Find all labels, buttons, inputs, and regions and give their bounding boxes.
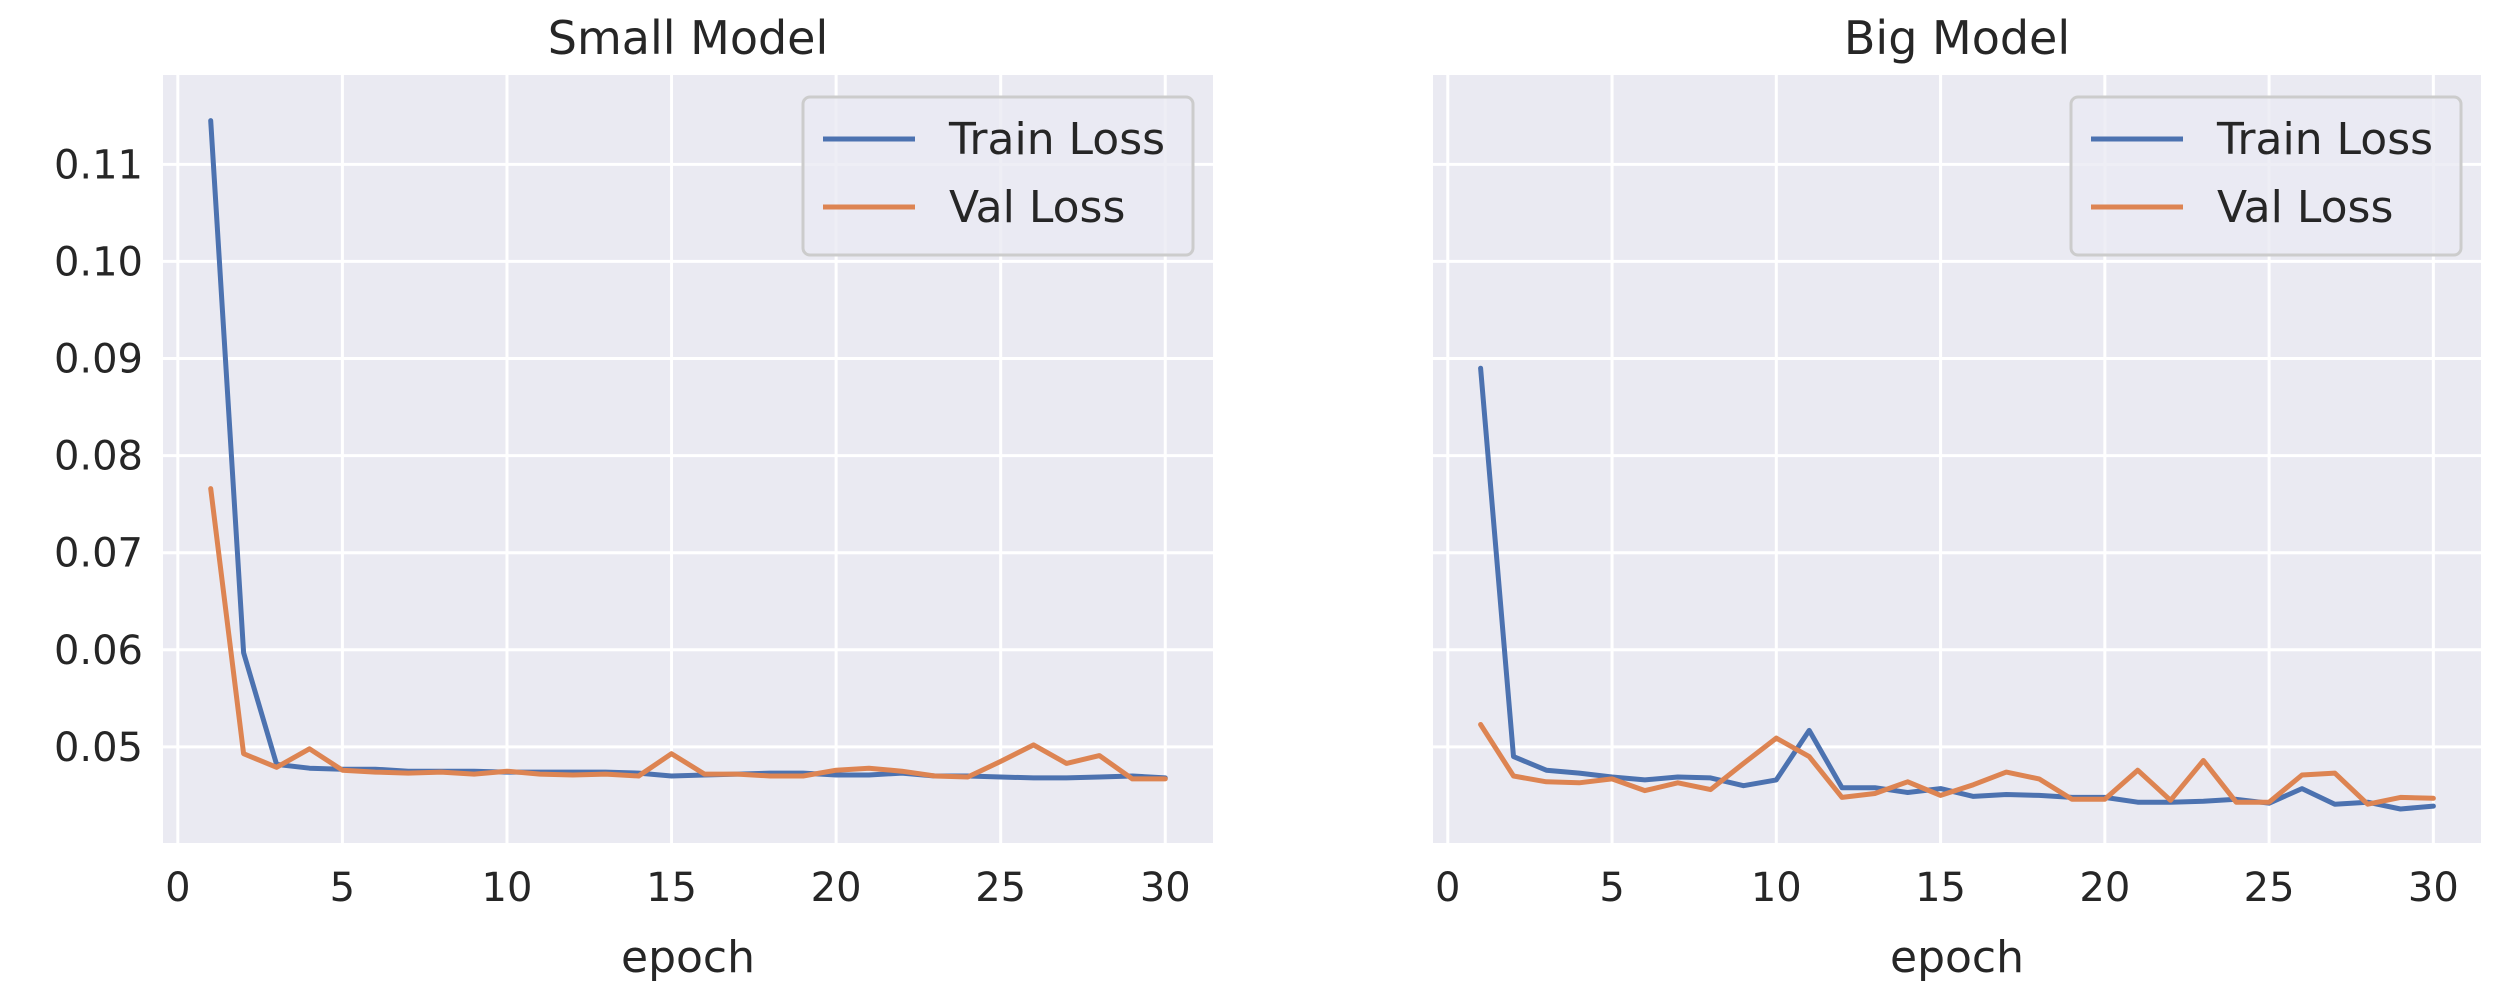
big-model-legend-train-loss-label: Train Loss bbox=[2216, 114, 2433, 165]
big-model-x-tick-label: 0 bbox=[1435, 865, 1460, 911]
big-model-legend-val-loss-label: Val Loss bbox=[2217, 182, 2393, 233]
big-model-val-loss-line bbox=[1478, 722, 2436, 807]
big-model-title: Big Model bbox=[1844, 11, 2070, 65]
small-model-y-tick-label: 0.05 bbox=[54, 725, 143, 771]
small-model-y-tick-label: 0.07 bbox=[54, 531, 143, 577]
small-model-x-tick-label: 0 bbox=[165, 865, 190, 911]
small-model-x-tick-label: 30 bbox=[1140, 865, 1191, 911]
small-model-legend-train-loss-label: Train Loss bbox=[948, 114, 1165, 165]
small-model-x-tick-label: 25 bbox=[975, 865, 1026, 911]
small-model-y-tick-label: 0.08 bbox=[54, 434, 143, 480]
small-model-y-tick-label: 0.10 bbox=[54, 239, 143, 285]
small-model-y-tick-label: 0.09 bbox=[54, 337, 143, 383]
small-model-panel: 0 5 10 15 20 25 30 0.05 0.06 0.07 0.08 0.09 0.10 0.11… bbox=[54, 11, 1213, 983]
big-model-x-tick-label: 30 bbox=[2408, 865, 2459, 911]
big-model-x-tick-label: 25 bbox=[2244, 865, 2295, 911]
small-model-y-tick-label: 0.06 bbox=[54, 628, 143, 674]
small-model-legend-val-loss-label: Val Loss bbox=[949, 182, 1125, 233]
small-model-y-tick-label: 0.11 bbox=[54, 142, 143, 188]
big-model-x-tick-label: 15 bbox=[1915, 865, 1966, 911]
small-model-x-tick-label: 20 bbox=[811, 865, 862, 911]
big-model-x-tick-label: 20 bbox=[2079, 865, 2130, 911]
small-model-x-axis-label: epoch bbox=[621, 932, 755, 983]
small-model-x-tick-label: 10 bbox=[482, 865, 533, 911]
small-model-train-loss-line bbox=[208, 118, 1168, 781]
small-model-title: Small Model bbox=[548, 11, 829, 65]
big-model-panel: 0 5 10 15 20 25 30 Big Model epoch Train Loss Val … bbox=[1433, 11, 2481, 983]
big-model-x-axis-label: epoch bbox=[1890, 932, 2024, 983]
small-model-x-tick-label: 15 bbox=[646, 865, 697, 911]
big-model-x-tick-label: 5 bbox=[1599, 865, 1624, 911]
small-model-val-loss-line bbox=[208, 486, 1168, 782]
small-model-x-tick-label: 5 bbox=[330, 865, 355, 911]
big-model-x-tick-label: 10 bbox=[1751, 865, 1802, 911]
